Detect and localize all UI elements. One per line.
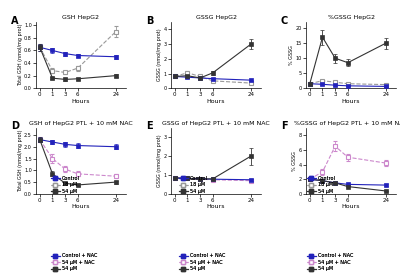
- Y-axis label: GSSG (nmol/mg prot): GSSG (nmol/mg prot): [157, 29, 162, 81]
- Title: GSH HepG2: GSH HepG2: [62, 16, 100, 20]
- Title: %GSSG of HepG2 PTL + 10 mM NAC: %GSSG of HepG2 PTL + 10 mM NAC: [294, 121, 400, 126]
- Y-axis label: % GSSG: % GSSG: [292, 151, 297, 171]
- Title: GSH of HepG2 PTL + 10 mM NAC: GSH of HepG2 PTL + 10 mM NAC: [29, 121, 133, 126]
- X-axis label: Hours: Hours: [72, 99, 90, 104]
- X-axis label: Hours: Hours: [342, 99, 360, 104]
- Y-axis label: % GSSG: % GSSG: [289, 45, 294, 65]
- Legend: Control, 18 μM, 54 μM: Control, 18 μM, 54 μM: [306, 175, 336, 194]
- X-axis label: Hours: Hours: [72, 204, 90, 209]
- X-axis label: Hours: Hours: [207, 204, 225, 209]
- Legend: Control, 18 μM, 54 μM: Control, 18 μM, 54 μM: [178, 175, 208, 194]
- Title: %GSSG HepG2: %GSSG HepG2: [328, 16, 374, 20]
- Y-axis label: Total GSH (nmol/mg prot): Total GSH (nmol/mg prot): [18, 24, 23, 86]
- Legend: Control + NAC, 54 μM + NAC, 54 μM: Control + NAC, 54 μM + NAC, 54 μM: [306, 253, 354, 272]
- Y-axis label: Total GSH (nmol/mg prot): Total GSH (nmol/mg prot): [18, 130, 23, 192]
- Title: GSSG HepG2: GSSG HepG2: [196, 16, 236, 20]
- Text: C: C: [281, 16, 288, 25]
- Legend: Control, 18 μM, 54 μM: Control, 18 μM, 54 μM: [50, 175, 80, 194]
- Text: E: E: [146, 121, 152, 131]
- Title: GSSG of HepG2 PTL + 10 mM NAC: GSSG of HepG2 PTL + 10 mM NAC: [162, 121, 270, 126]
- X-axis label: Hours: Hours: [207, 99, 225, 104]
- Text: B: B: [146, 16, 153, 25]
- Text: D: D: [11, 121, 19, 131]
- Text: F: F: [281, 121, 288, 131]
- Y-axis label: GSSG (nmol/mg prot): GSSG (nmol/mg prot): [157, 135, 162, 187]
- X-axis label: Hours: Hours: [342, 204, 360, 209]
- Text: A: A: [11, 16, 18, 25]
- Legend: Control + NAC, 54 μM + NAC, 54 μM: Control + NAC, 54 μM + NAC, 54 μM: [50, 253, 98, 272]
- Legend: Control + NAC, 54 μM + NAC, 54 μM: Control + NAC, 54 μM + NAC, 54 μM: [178, 253, 226, 272]
